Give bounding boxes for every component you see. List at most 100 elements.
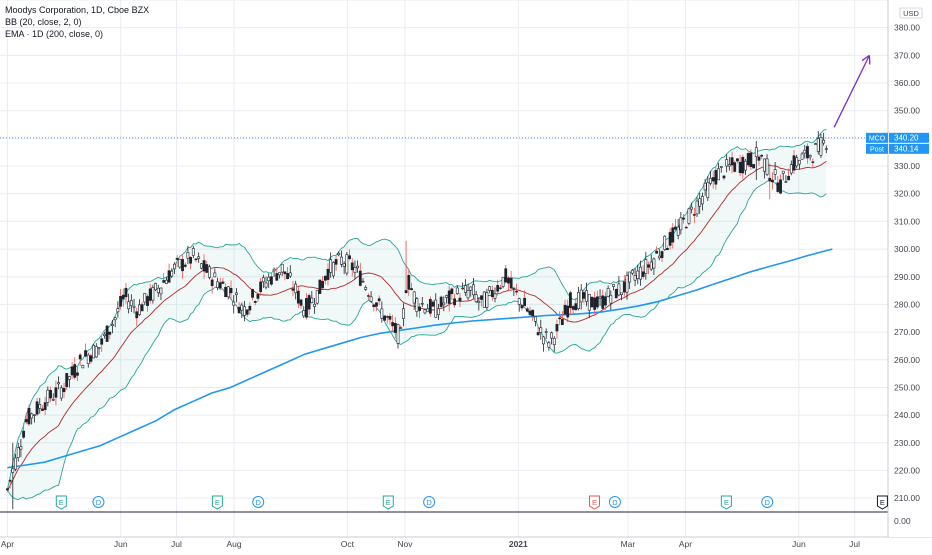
candle-body <box>491 290 493 296</box>
candle-body <box>653 259 655 268</box>
candle-body <box>424 310 426 313</box>
event-label: E <box>215 498 220 507</box>
candle-body <box>289 273 291 276</box>
candle-body <box>521 305 523 307</box>
event-label: D <box>256 498 262 507</box>
candle-body <box>532 310 534 316</box>
candle-body <box>246 310 248 314</box>
candle-body <box>427 309 429 311</box>
candle-body <box>84 351 86 357</box>
price-tag-name: Post <box>870 146 884 153</box>
dividend-marker[interactable]: D <box>762 497 773 508</box>
candle-body <box>752 164 754 168</box>
candle <box>316 290 318 304</box>
candle-body <box>464 286 466 293</box>
candle-body <box>618 284 620 295</box>
y-tick-label: 280.00 <box>894 299 920 309</box>
candle-body <box>101 339 103 345</box>
trend-arrow-annotation[interactable] <box>834 55 870 127</box>
candle-body <box>214 273 216 277</box>
dividend-marker[interactable]: D <box>93 497 104 508</box>
price-axis[interactable]: 210.00220.00230.00240.00250.00260.00270.… <box>889 0 932 537</box>
candle-body <box>190 257 192 263</box>
candle-body <box>688 209 690 224</box>
dividend-marker[interactable]: D <box>253 497 264 508</box>
candle-body <box>661 251 663 257</box>
y-tick-label: 310.00 <box>894 216 920 226</box>
candle-body <box>448 291 450 304</box>
candle <box>383 315 385 321</box>
x-tick-label: Apr <box>679 539 692 549</box>
candle-body <box>607 288 609 296</box>
candle-body <box>453 299 455 305</box>
candle-body <box>308 295 310 309</box>
candle-body <box>591 297 593 307</box>
candle-body <box>321 281 323 288</box>
y-tick-label: 370.00 <box>894 50 920 60</box>
candle-body <box>268 277 270 281</box>
candle-body <box>55 388 57 398</box>
candle-body <box>634 275 636 280</box>
candle-body <box>612 285 614 287</box>
earnings-marker[interactable]: E <box>56 496 66 509</box>
candle-body <box>696 201 698 214</box>
candle <box>542 336 544 352</box>
earnings-marker[interactable]: E <box>589 496 599 509</box>
candle-body <box>553 338 555 344</box>
candle-body <box>610 295 612 303</box>
candle-body <box>157 288 159 293</box>
candle-body <box>510 278 512 288</box>
candle-body <box>682 218 684 219</box>
candle-body <box>489 287 491 291</box>
dividend-marker[interactable]: D <box>609 497 620 508</box>
candle-body <box>373 305 375 307</box>
event-label: D <box>96 498 102 507</box>
y-tick-label: 380.00 <box>894 23 920 33</box>
candle-body <box>432 302 434 306</box>
candle-body <box>693 214 695 215</box>
candle-body <box>44 403 46 410</box>
candle-body <box>502 277 504 286</box>
candle-body <box>47 390 49 402</box>
candle-body <box>165 280 167 284</box>
candle-body <box>451 289 453 294</box>
dividend-marker[interactable]: D <box>424 497 435 508</box>
candle-body <box>674 227 676 229</box>
candle-body <box>332 262 334 275</box>
candle-body <box>179 259 181 267</box>
candle-body <box>138 305 140 315</box>
candle-body <box>691 207 693 209</box>
candle-body <box>602 296 604 309</box>
earnings-marker[interactable]: E <box>721 496 731 509</box>
candle <box>674 219 676 232</box>
candle-body <box>820 137 822 155</box>
candle-body <box>192 249 194 256</box>
candle-body <box>146 296 148 305</box>
earnings-marker[interactable]: E <box>877 496 887 509</box>
candle-body <box>631 270 633 273</box>
indicator-bb-label[interactable]: BB (20, close, 2, 0) <box>5 16 149 28</box>
candle-body <box>664 236 666 249</box>
candle-body <box>585 291 587 302</box>
candle-body <box>556 324 558 331</box>
candle-body <box>645 260 647 274</box>
earnings-marker[interactable]: E <box>212 496 222 509</box>
earnings-marker[interactable]: E <box>383 496 393 509</box>
candle-body <box>801 154 803 159</box>
indicator-ema-label[interactable]: EMA · 1D (200, close, 0) <box>5 28 149 40</box>
candle-body <box>31 414 33 418</box>
candle-body <box>583 292 585 298</box>
candle-body <box>559 318 561 319</box>
candle-body <box>814 144 816 145</box>
candle-body <box>133 306 135 307</box>
candle-body <box>303 310 305 316</box>
candle-body <box>370 297 372 302</box>
candle-body <box>375 303 377 307</box>
x-tick-label: Nov <box>397 539 413 549</box>
candle-body <box>93 345 95 358</box>
candle-body <box>195 259 197 260</box>
